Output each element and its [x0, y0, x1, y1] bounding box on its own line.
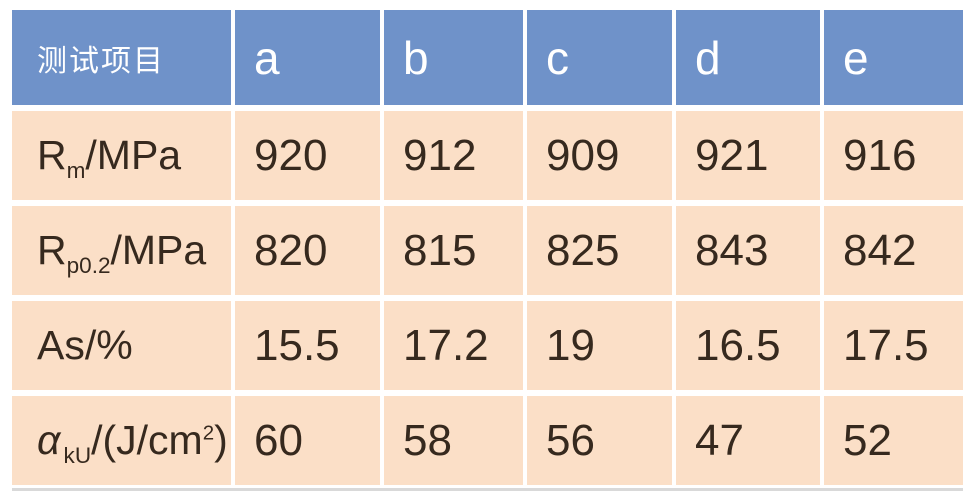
- superscript: 2: [202, 421, 215, 445]
- header-cell-b: b: [384, 10, 523, 105]
- data-cell: 920: [235, 111, 380, 200]
- data-cell: 19: [527, 301, 672, 390]
- row-label-rm: Rm/MPa: [12, 111, 231, 200]
- data-cell: 52: [824, 396, 963, 485]
- data-cell: 16.5: [676, 301, 820, 390]
- data-cell: 60: [235, 396, 380, 485]
- data-cell: 58: [384, 396, 523, 485]
- data-cell: 820: [235, 206, 380, 295]
- subscript: p0.2: [66, 253, 111, 279]
- data-cell: 825: [527, 206, 672, 295]
- alpha-symbol: α: [37, 417, 61, 463]
- data-cell: 815: [384, 206, 523, 295]
- label-text: α kU/(J/cm2): [37, 417, 228, 469]
- data-cell: 842: [824, 206, 963, 295]
- header-cell-d: d: [676, 10, 820, 105]
- data-cell: 17.5: [824, 301, 963, 390]
- data-cell: 909: [527, 111, 672, 200]
- cropped-next-row-line: [12, 488, 963, 491]
- data-cell: 912: [384, 111, 523, 200]
- label-text: As/%: [37, 322, 133, 368]
- data-cell: 47: [676, 396, 820, 485]
- subscript: kU: [63, 443, 92, 469]
- header-cell-c: c: [527, 10, 672, 105]
- row-label-as: As/%: [12, 301, 231, 390]
- data-cell: 17.2: [384, 301, 523, 390]
- data-cell: 843: [676, 206, 820, 295]
- header-cell-e: e: [824, 10, 963, 105]
- subscript: m: [66, 158, 86, 184]
- row-label-aku: α kU/(J/cm2): [12, 396, 231, 485]
- header-cell-a: a: [235, 10, 380, 105]
- label-text: Rp0.2/MPa: [37, 227, 207, 279]
- row-label-rp02: Rp0.2/MPa: [12, 206, 231, 295]
- data-cell: 56: [527, 396, 672, 485]
- data-cell: 916: [824, 111, 963, 200]
- test-results-table: 测试项目 a b c d e Rm/MPa 920 912 909 921 91…: [12, 10, 963, 485]
- header-cell-test-items: 测试项目: [12, 10, 231, 105]
- data-cell: 15.5: [235, 301, 380, 390]
- data-cell: 921: [676, 111, 820, 200]
- label-text: Rm/MPa: [37, 132, 182, 184]
